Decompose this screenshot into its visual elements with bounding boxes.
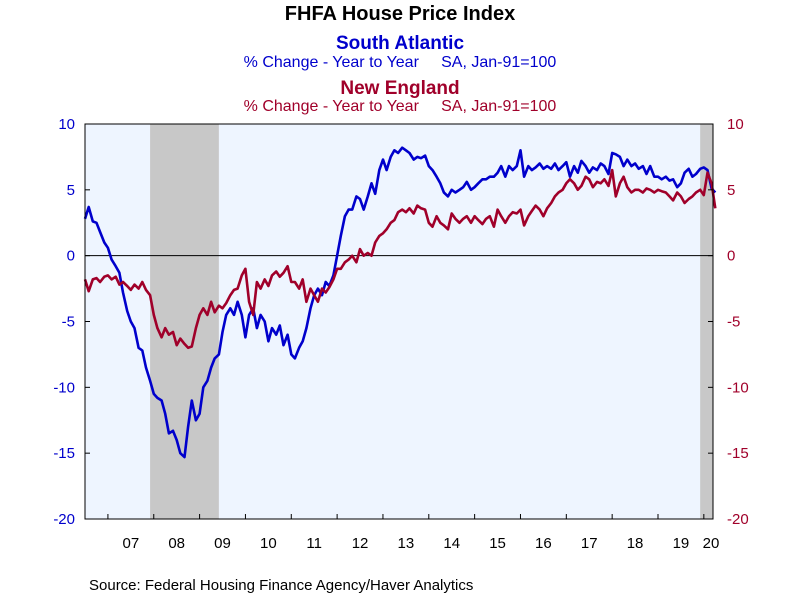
y-tick-label-right: -15 bbox=[727, 445, 749, 462]
series-lines bbox=[83, 146, 717, 459]
x-tick-label: 20 bbox=[703, 535, 720, 552]
y-tick-label-left: -15 bbox=[53, 445, 75, 462]
y-tick-label-right: 10 bbox=[727, 116, 744, 133]
y-tick-label-right: 5 bbox=[727, 182, 735, 199]
y-axis-right: 10 5 0 -5 -10 -15 -20 bbox=[708, 116, 749, 528]
source-note: Source: Federal Housing Finance Agency/H… bbox=[89, 577, 473, 594]
x-tick-label: 18 bbox=[627, 535, 644, 552]
x-tick-label: 11 bbox=[306, 535, 322, 552]
x-axis: 07 08 09 10 11 12 13 14 15 16 17 18 19 20 bbox=[107, 514, 720, 552]
series-line-south-atlantic bbox=[83, 146, 717, 459]
chart-title: FHFA House Price Index bbox=[285, 3, 515, 25]
y-tick-label-left: -20 bbox=[53, 511, 75, 528]
y-tick-label-right: -5 bbox=[727, 314, 740, 331]
x-tick-label: 08 bbox=[168, 535, 185, 552]
x-tick-label: 09 bbox=[214, 535, 231, 552]
subtitle-new-england: New England bbox=[340, 78, 459, 99]
x-tick-label: 17 bbox=[581, 535, 598, 552]
subtitle-south-atlantic: South Atlantic bbox=[336, 33, 464, 54]
y-tick-label-left: 5 bbox=[67, 182, 75, 199]
recession-band-2 bbox=[700, 124, 713, 519]
x-tick-label: 07 bbox=[122, 535, 139, 552]
y-axis-left: 10 5 0 -5 -10 -15 -20 bbox=[53, 116, 90, 528]
y-tick-label-right: 0 bbox=[727, 248, 735, 265]
x-tick-label: 15 bbox=[489, 535, 506, 552]
y-tick-label-right: -10 bbox=[727, 379, 749, 396]
y-tick-label-right: -20 bbox=[727, 511, 749, 528]
x-tick-label: 13 bbox=[398, 535, 415, 552]
recession-band-1 bbox=[150, 124, 219, 519]
y-tick-label-left: 0 bbox=[67, 248, 75, 265]
subtitle-south-atlantic-detail: % Change - Year to Year SA, Jan-91=100 bbox=[244, 54, 557, 71]
x-tick-label: 19 bbox=[673, 535, 690, 552]
series-line-new-england bbox=[83, 168, 717, 350]
x-tick-label: 10 bbox=[260, 535, 277, 552]
x-tick-label: 16 bbox=[535, 535, 552, 552]
x-tick-label: 14 bbox=[443, 535, 460, 552]
y-tick-label-left: -10 bbox=[53, 379, 75, 396]
subtitle-new-england-detail: % Change - Year to Year SA, Jan-91=100 bbox=[244, 98, 557, 115]
x-tick-label: 12 bbox=[352, 535, 369, 552]
y-tick-label-left: 10 bbox=[58, 116, 75, 133]
y-tick-label-left: -5 bbox=[62, 314, 75, 331]
